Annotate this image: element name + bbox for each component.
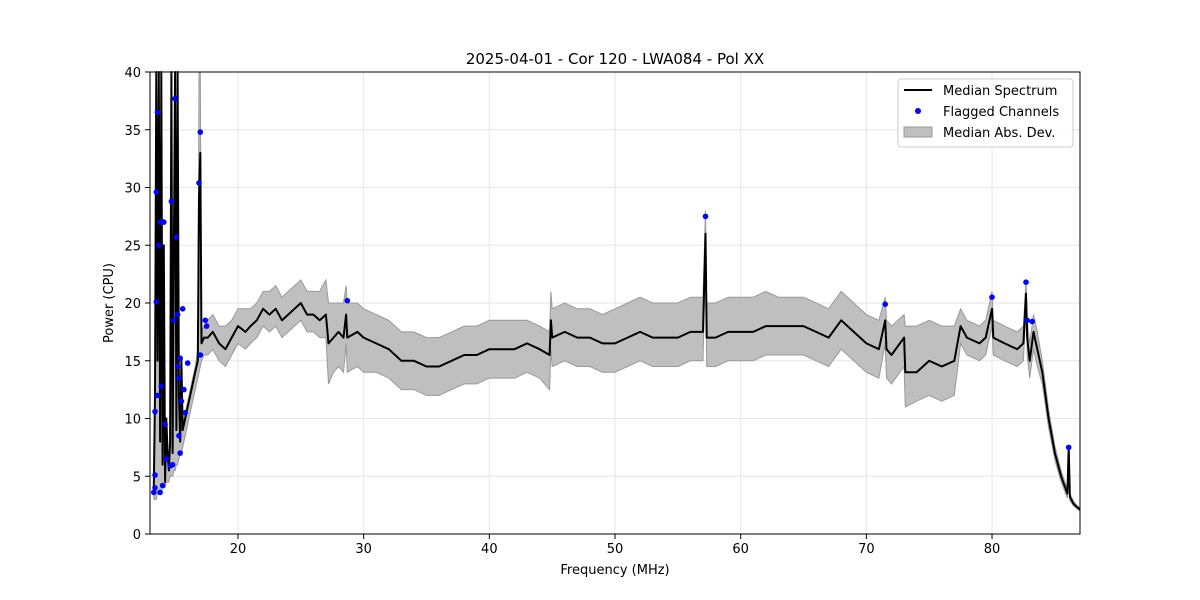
x-tick-label: 70: [858, 542, 875, 557]
x-tick-label: 30: [355, 542, 372, 557]
y-tick-label: 15: [124, 355, 141, 370]
flagged-channel-point: [161, 219, 167, 225]
flagged-channel-point: [203, 323, 210, 329]
y-axis-label: Power (CPU): [102, 263, 117, 343]
flagged-channel-point: [154, 109, 161, 116]
flagged-channel-point: [1023, 279, 1029, 286]
flagged-channel-point: [177, 450, 183, 456]
flagged-channel-point: [1029, 318, 1035, 325]
flagged-channel-point: [197, 129, 204, 135]
y-tick-label: 0: [133, 528, 141, 543]
flagged-channel-point: [168, 198, 175, 205]
flagged-channel-point: [177, 355, 183, 362]
flagged-points-layer: [151, 95, 1072, 496]
flagged-channel-point: [156, 242, 162, 249]
x-axis-label: Frequency (MHz): [560, 563, 669, 578]
flagged-channel-point: [154, 392, 161, 399]
x-tick-label: 80: [984, 542, 1001, 557]
legend: Median Spectrum Flagged Channels Median …: [897, 78, 1074, 148]
y-tick-label: 5: [133, 470, 141, 485]
legend-label-flagged: Flagged Channels: [943, 105, 1059, 120]
x-tick-label: 20: [230, 542, 247, 557]
flagged-channel-point: [197, 352, 204, 358]
flagged-channel-point: [173, 234, 180, 240]
flagged-channel-point: [1024, 317, 1030, 324]
y-tick-label: 35: [124, 124, 141, 139]
y-tick-label: 10: [124, 413, 141, 428]
flagged-channel-point: [157, 489, 163, 496]
median-spectrum-line: [152, 71, 1081, 511]
flagged-channel-point: [153, 299, 160, 305]
flagged-channel-point: [172, 95, 178, 102]
flagged-channel-point: [179, 306, 186, 312]
median-line-layer: [152, 71, 1081, 511]
flagged-channel-point: [344, 297, 351, 304]
x-tick-label: 50: [607, 542, 624, 557]
x-tick-label: 60: [732, 542, 749, 557]
flagged-channel-point: [202, 317, 209, 324]
flagged-channel-point: [178, 398, 185, 405]
legend-marker-swatch: [915, 108, 921, 114]
flagged-channel-point: [158, 383, 165, 390]
flagged-channel-point: [182, 409, 188, 416]
y-tick-label: 20: [124, 297, 141, 312]
legend-box: [897, 78, 1074, 148]
flagged-channel-point: [176, 433, 182, 439]
flagged-channel-point: [152, 472, 158, 478]
flagged-channel-point: [159, 482, 166, 489]
legend-band-swatch: [903, 126, 933, 138]
flagged-channel-point: [181, 386, 187, 393]
flagged-channel-point: [989, 294, 995, 301]
legend-label-mad: Median Abs. Dev.: [943, 126, 1055, 141]
flagged-channel-point: [152, 408, 158, 415]
flagged-channel-point: [702, 213, 709, 220]
flagged-channel-point: [882, 301, 888, 308]
x-tick-label: 40: [481, 542, 498, 557]
y-tick-label: 25: [124, 239, 141, 254]
flagged-channel-point: [184, 360, 191, 366]
flagged-channel-point: [174, 311, 181, 318]
flagged-channel-point: [169, 461, 176, 468]
x-axis: 20 30 40 50 60 70 80: [230, 534, 1001, 557]
flagged-channel-point: [163, 456, 170, 462]
chart-title: 2025-04-01 - Cor 120 - LWA084 - Pol XX: [466, 50, 764, 68]
y-tick-label: 40: [124, 66, 141, 81]
y-axis: 0 5 10 15 20 25 30 35 40: [124, 66, 150, 543]
flagged-channel-point: [152, 485, 158, 491]
flagged-channel-point: [151, 489, 157, 496]
flagged-channel-point: [171, 317, 177, 324]
legend-label-median: Median Spectrum: [943, 84, 1057, 99]
flagged-channel-point: [174, 363, 181, 370]
flagged-channel-point: [196, 180, 202, 186]
flagged-channel-point: [162, 421, 168, 428]
flagged-channel-point: [153, 189, 160, 195]
y-tick-label: 30: [124, 182, 141, 197]
flagged-channel-point: [1065, 444, 1072, 451]
flagged-channel-point: [176, 375, 182, 381]
